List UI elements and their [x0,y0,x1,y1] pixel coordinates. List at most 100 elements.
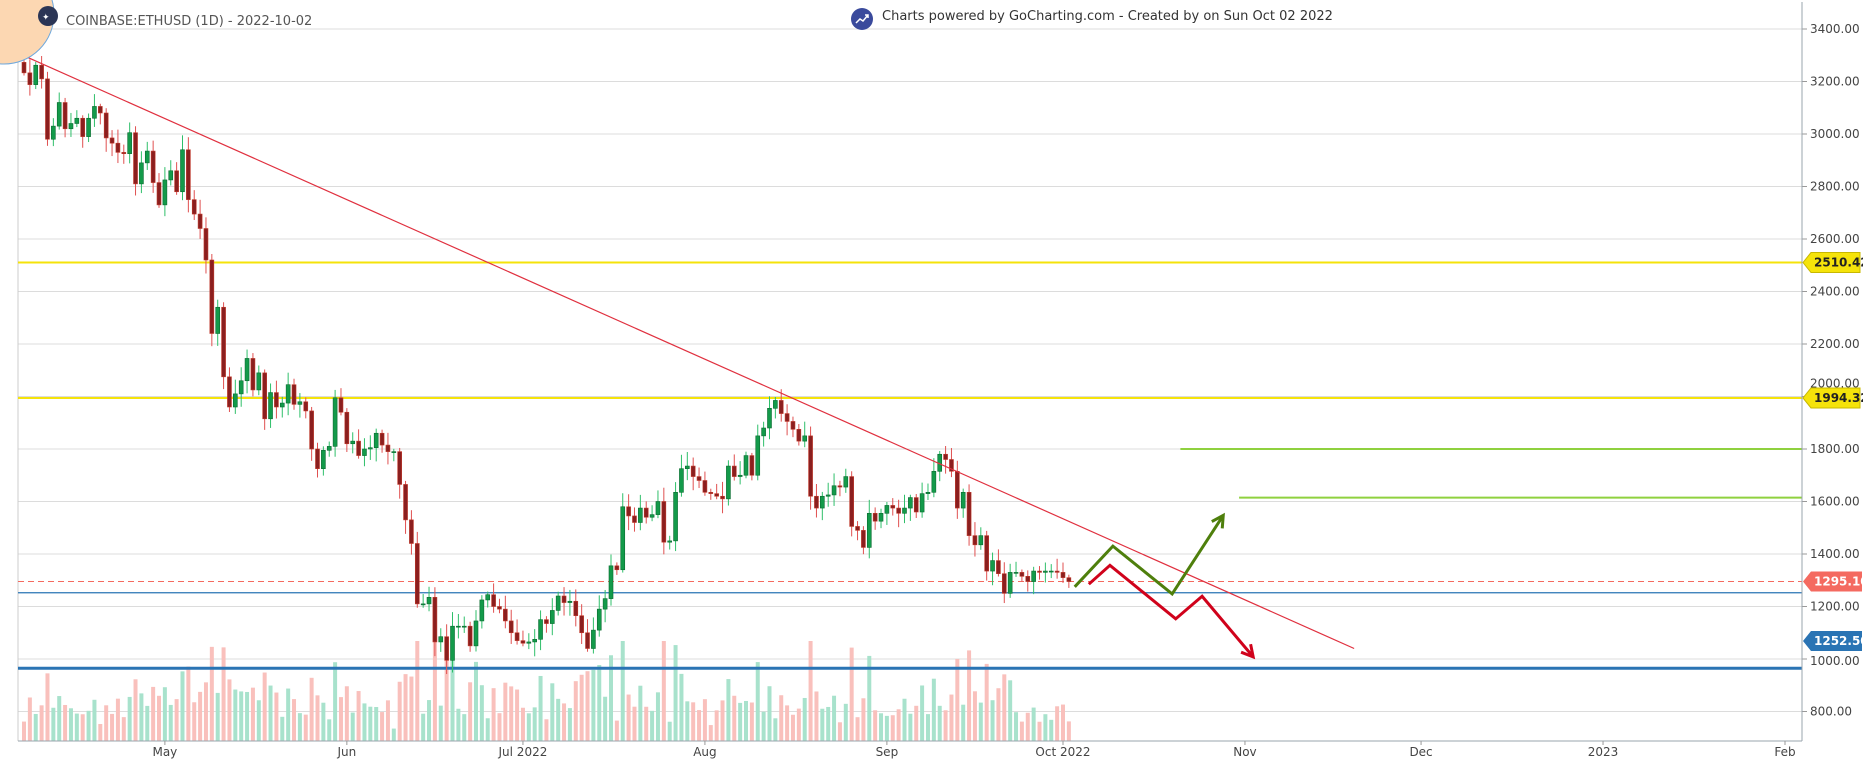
volume-bar [1060,704,1065,741]
volume-bar [796,708,801,741]
volume-bar [403,674,408,741]
volume-bar [63,704,68,741]
volume-bar [92,699,97,741]
candle-body [479,599,485,622]
y-axis[interactable]: 3400.00 3200.00 3000.00 2800.00 2600.00 2400.… [1801,2,1863,741]
candle-body [579,615,584,634]
x-tick-label: Feb [1774,745,1795,759]
candle-body [720,495,725,500]
volume-bar [192,702,197,741]
candle-body [150,150,156,183]
candle-body [896,507,901,514]
volume-bar [438,705,443,741]
candle-body [960,492,966,509]
blue-price-label: 1252.50 [1814,634,1863,648]
candle-body [820,495,825,509]
x-tick-label: Dec [1409,745,1432,759]
gridlines [17,0,1802,741]
volume-bar [27,697,32,741]
volume-bar [145,705,150,741]
candle-body [778,400,784,414]
candle-body [784,413,790,422]
candle-body [731,465,737,477]
candle-body [602,598,608,610]
volume-bar [749,702,754,741]
volume-bar [655,692,660,741]
candle-body [790,421,796,430]
volume-bar [162,687,167,741]
volume-bar [468,682,473,741]
volume-bar [591,669,596,741]
volume-bar [133,679,138,741]
volume-bar [268,685,273,741]
candle-body [849,476,854,527]
volume-bar [609,655,613,741]
candle-body [837,485,843,488]
candle-body [497,606,502,610]
candles [21,56,1072,675]
candle-body [814,495,819,509]
candle-body [74,117,80,124]
candle-body [843,476,849,488]
y-tick-label: 2800.00 [1810,180,1860,194]
volume-bar [802,697,807,741]
candle-body [755,435,761,476]
volume-bar [409,676,414,741]
candle-body [749,455,755,476]
candle-body [450,625,455,661]
candle-body [315,448,320,469]
candle-body [855,526,860,531]
volume-bar [215,692,220,741]
volume-bar [972,691,977,741]
volume-bar [837,722,842,741]
candle-body [356,440,361,456]
volume-bar [744,700,749,741]
volume-bar [556,698,561,741]
volume-bar [256,700,261,741]
candle-body [978,535,984,546]
y-tick-label: 3200.00 [1810,75,1860,89]
candle-body [861,530,866,548]
volume-bar [444,654,449,741]
y-tick-label: 1000.00 [1810,654,1860,668]
candle-body [573,600,579,616]
volume-bar [550,683,555,741]
x-axis[interactable]: May Jun Jul 2022 Aug Sep Oct 2022 Nov Dec 2023 Fe… [18,740,1802,759]
candle-body [743,455,749,476]
logo-badge[interactable]: ✦ [0,0,58,65]
candle-body [1066,577,1072,582]
candle-body [685,465,690,469]
volume-bar [644,706,649,741]
candle-body [238,380,244,395]
volume-bar [562,703,567,741]
candle-body [1025,576,1031,582]
volume-bar [849,647,854,741]
logo-star-icon: ✦ [42,13,50,23]
candle-body [362,448,367,456]
candle-body [33,64,39,85]
candle-body [385,444,391,452]
x-tick-label: 2023 [1588,745,1619,759]
candle-body [92,106,97,119]
volume-bar [961,704,966,741]
volume-bar [151,686,156,741]
volume-bar [250,687,255,741]
candle-body [297,401,303,405]
candle-body [908,497,913,509]
volume-bar [1019,721,1024,741]
candle-body [103,112,109,139]
volume-bar [221,647,226,741]
volume-bar [262,672,267,741]
candle-body [984,535,989,572]
volume-bar [526,713,531,741]
candle-body [250,358,256,391]
volume-bar [855,717,860,741]
volume-bar [826,706,831,741]
candle-body [139,162,144,185]
last-price-label: 1295.10 [1814,575,1863,589]
volume-bar [984,663,989,741]
volume-bar [51,707,56,741]
candle-body [127,132,132,154]
candle-body [414,543,420,605]
